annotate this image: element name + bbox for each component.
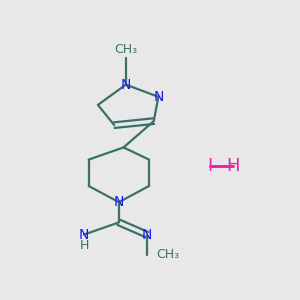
Text: CH₃: CH₃: [156, 248, 179, 261]
Text: N: N: [79, 228, 89, 242]
Text: N: N: [121, 78, 131, 92]
Text: N: N: [153, 90, 164, 104]
Text: I: I: [207, 157, 212, 175]
Text: N: N: [114, 195, 124, 209]
Text: H: H: [226, 157, 239, 175]
Text: CH₃: CH₃: [114, 43, 137, 56]
Text: H: H: [79, 239, 89, 252]
Text: N: N: [142, 228, 152, 242]
